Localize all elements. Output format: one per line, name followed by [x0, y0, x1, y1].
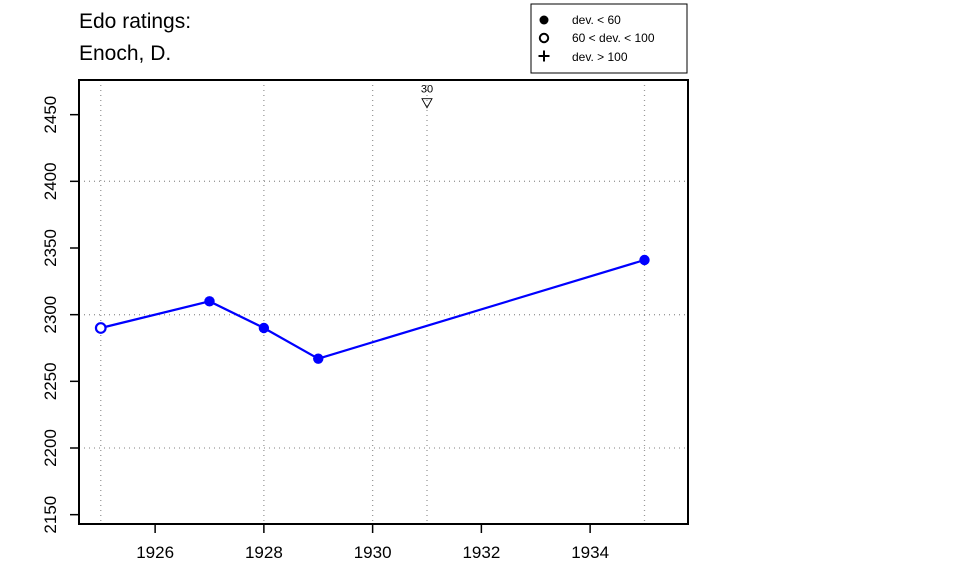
- x-tick-label: 1928: [245, 543, 283, 562]
- y-tick-label: 2150: [41, 496, 60, 534]
- legend-filled-circle-icon: [539, 15, 549, 25]
- down-triangle-icon: [421, 98, 433, 109]
- data-point: [313, 353, 324, 364]
- y-tick-label: 2450: [41, 96, 60, 134]
- chart-title-line-2: Enoch, D.: [79, 42, 171, 65]
- x-tick-label: 1930: [354, 543, 392, 562]
- legend-label-3: dev. > 100: [572, 50, 628, 64]
- annotation-layer: 30: [421, 84, 433, 109]
- y-tick-label: 2250: [41, 362, 60, 400]
- x-tick-label: 1926: [136, 543, 174, 562]
- grid: [79, 80, 688, 524]
- x-tick-label: 1934: [571, 543, 609, 562]
- legend: dev. < 60 60 < dev. < 100 dev. > 100: [530, 3, 688, 74]
- x-tick-label: 1932: [462, 543, 500, 562]
- chart-title-line-1: Edo ratings:: [79, 10, 191, 33]
- series-layer: [94, 254, 650, 364]
- annotation-label: 30: [421, 84, 433, 96]
- series-line: [100, 258, 645, 360]
- data-point: [258, 322, 270, 334]
- axes: 1926 1928 1930 1932 1934 2150 2200 2250 2300 2350…: [41, 96, 609, 562]
- legend-label-2: 60 < dev. < 100: [572, 31, 655, 45]
- data-point-open: [94, 322, 107, 334]
- legend-open-circle-icon: [538, 32, 550, 44]
- y-tick-label: 2400: [41, 162, 60, 200]
- y-tick-label: 2200: [41, 429, 60, 467]
- data-point: [639, 254, 650, 266]
- data-point: [204, 296, 215, 307]
- legend-label-1: dev. < 60: [572, 13, 621, 27]
- y-tick-label: 2350: [41, 229, 60, 267]
- legend-plus-icon: [538, 50, 550, 62]
- plot-frame: [78, 79, 689, 525]
- y-tick-label: 2300: [41, 296, 60, 334]
- legend-box: [530, 3, 688, 74]
